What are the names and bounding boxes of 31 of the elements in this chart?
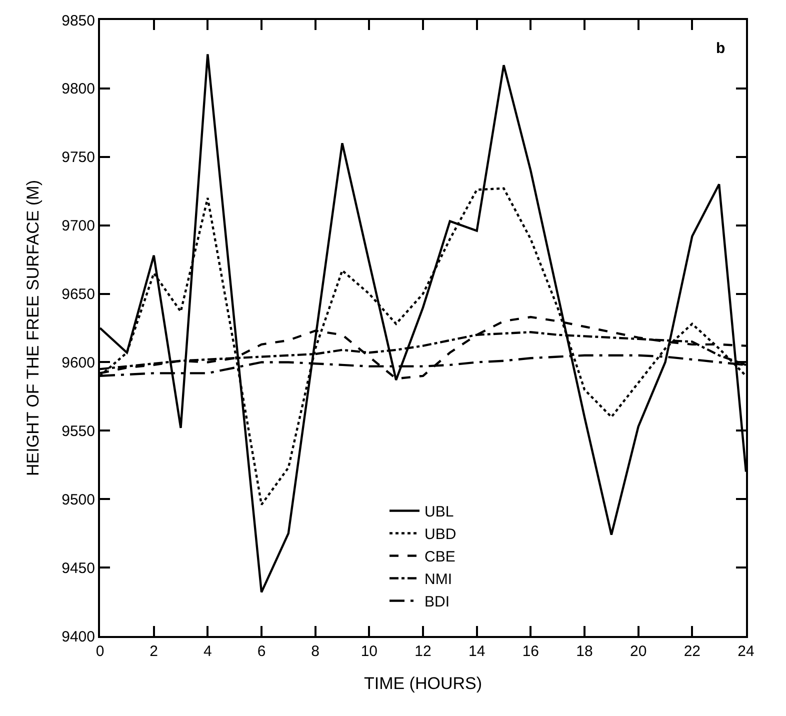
y-tick-label: 9500 [62,491,95,508]
y-tick-label: 9650 [62,286,95,304]
x-tick-label: 6 [257,643,266,660]
x-tick-label: 20 [630,643,647,660]
y-axis-title: HEIGHT OF THE FREE SURFACE (M) [24,180,43,476]
x-tick-label: 18 [576,643,593,660]
x-tick-label: 16 [522,643,540,660]
x-tick-label: 14 [468,643,486,660]
x-axis-title: TIME (HOURS) [364,674,482,693]
y-tick-label: 9850 [62,12,95,30]
x-tick-label: 24 [738,643,754,660]
x-tick-label: 4 [204,643,212,660]
y-tick-label: 9400 [62,628,95,646]
x-tick-label: 0 [96,643,104,660]
x-tick-label: 10 [360,643,378,660]
legend-label: UBL [424,504,454,521]
y-tick-label: 9600 [62,354,95,372]
legend-label: NMI [424,571,452,588]
x-tick-label: 22 [684,643,701,660]
legend-label: UBD [424,526,456,544]
x-tick-label: 8 [311,643,320,660]
annotation: b [716,40,726,57]
y-tick-label: 9550 [62,422,95,440]
y-tick-label: 9800 [62,80,95,98]
legend-label: BDI [424,594,450,611]
x-tick-label: 2 [150,643,158,660]
y-tick-label: 9450 [62,560,95,577]
y-tick-label: 9750 [62,149,95,166]
y-tick-label: 9700 [62,218,95,235]
legend-label: CBE [424,548,456,566]
x-tick-label: 12 [414,643,432,660]
